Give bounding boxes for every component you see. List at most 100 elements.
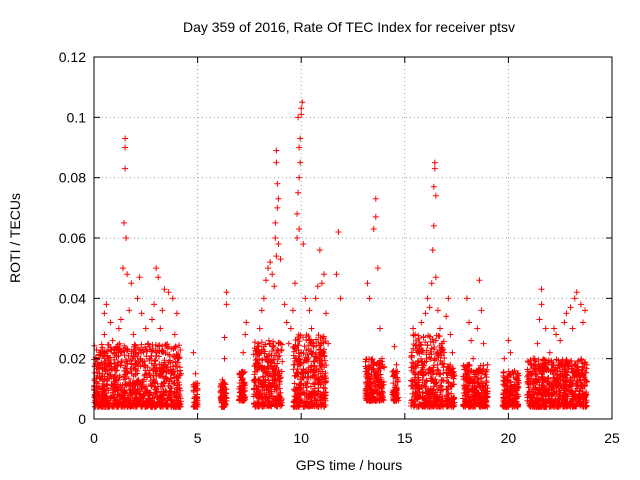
data-point <box>104 382 111 389</box>
data-point <box>118 348 125 355</box>
data-point <box>291 380 298 387</box>
data-point <box>259 365 266 372</box>
data-point <box>162 374 169 381</box>
x-tick-label: 20 <box>501 430 517 446</box>
data-point <box>151 301 158 308</box>
data-point <box>137 355 144 362</box>
data-point <box>143 383 150 390</box>
data-point <box>271 395 278 402</box>
data-point <box>250 393 257 400</box>
data-point <box>242 331 249 338</box>
data-point <box>124 395 131 402</box>
data-point <box>258 307 265 314</box>
data-point <box>275 241 282 248</box>
data-point <box>484 361 491 368</box>
data-point <box>430 222 437 229</box>
data-point <box>142 367 149 374</box>
data-point <box>144 395 151 402</box>
data-point <box>130 372 137 379</box>
data-point <box>298 105 305 112</box>
data-point <box>259 400 266 407</box>
data-point <box>373 368 380 375</box>
data-point <box>99 344 106 351</box>
data-point <box>251 377 258 384</box>
data-point <box>153 364 160 371</box>
data-point <box>149 341 156 348</box>
data-point <box>126 390 133 397</box>
data-point <box>124 271 131 278</box>
data-point <box>271 283 278 290</box>
data-point <box>166 378 173 385</box>
data-point <box>266 379 273 386</box>
data-point <box>272 376 279 383</box>
data-point <box>255 340 262 347</box>
data-point <box>273 159 280 166</box>
data-point <box>536 316 543 323</box>
data-point <box>300 382 307 389</box>
data-point <box>159 383 166 390</box>
data-point <box>254 367 261 374</box>
data-point <box>139 347 146 354</box>
data-point <box>155 274 162 281</box>
data-point <box>321 352 328 359</box>
data-point <box>194 395 201 402</box>
data-point <box>136 274 143 281</box>
data-point <box>573 289 580 296</box>
y-tick-label: 0.12 <box>59 49 86 65</box>
data-point <box>304 373 311 380</box>
data-point <box>107 371 114 378</box>
data-point <box>313 390 320 397</box>
data-point <box>176 403 183 410</box>
data-point <box>109 337 116 344</box>
data-point <box>366 381 373 388</box>
data-point <box>158 396 165 403</box>
data-point <box>237 395 244 402</box>
data-point <box>314 357 321 364</box>
data-point <box>106 366 113 373</box>
data-point <box>161 357 168 364</box>
data-point <box>538 286 545 293</box>
data-point <box>431 159 438 166</box>
y-tick-label: 0 <box>78 411 86 427</box>
data-point <box>121 376 128 383</box>
data-point <box>474 325 481 332</box>
data-point <box>272 219 279 226</box>
data-point <box>366 295 373 302</box>
data-point <box>167 384 174 391</box>
data-point <box>159 343 166 350</box>
data-point <box>428 280 435 287</box>
data-point <box>333 271 340 278</box>
data-point <box>190 387 197 394</box>
data-point <box>275 392 282 399</box>
data-point <box>285 340 292 347</box>
data-point <box>117 362 124 369</box>
data-point <box>295 335 302 342</box>
data-point <box>109 382 116 389</box>
data-point <box>290 386 297 393</box>
data-point <box>264 372 271 379</box>
data-point <box>315 403 322 410</box>
data-point <box>221 379 228 386</box>
data-point <box>152 357 159 364</box>
data-point <box>170 346 177 353</box>
data-point <box>273 403 280 410</box>
data-point <box>133 395 140 402</box>
data-point <box>322 375 329 382</box>
data-point <box>117 381 124 388</box>
data-point <box>265 265 272 272</box>
data-point <box>255 376 262 383</box>
data-point <box>500 369 507 376</box>
data-point <box>101 361 108 368</box>
data-point <box>174 368 181 375</box>
data-point <box>126 307 133 314</box>
data-point <box>91 376 98 383</box>
data-point <box>251 345 258 352</box>
data-point <box>256 355 263 362</box>
data-point <box>143 398 150 405</box>
data-point <box>319 334 326 341</box>
data-point <box>259 384 266 391</box>
data-point <box>267 388 274 395</box>
data-point <box>153 265 160 272</box>
data-point <box>124 370 131 377</box>
data-point <box>147 381 154 388</box>
